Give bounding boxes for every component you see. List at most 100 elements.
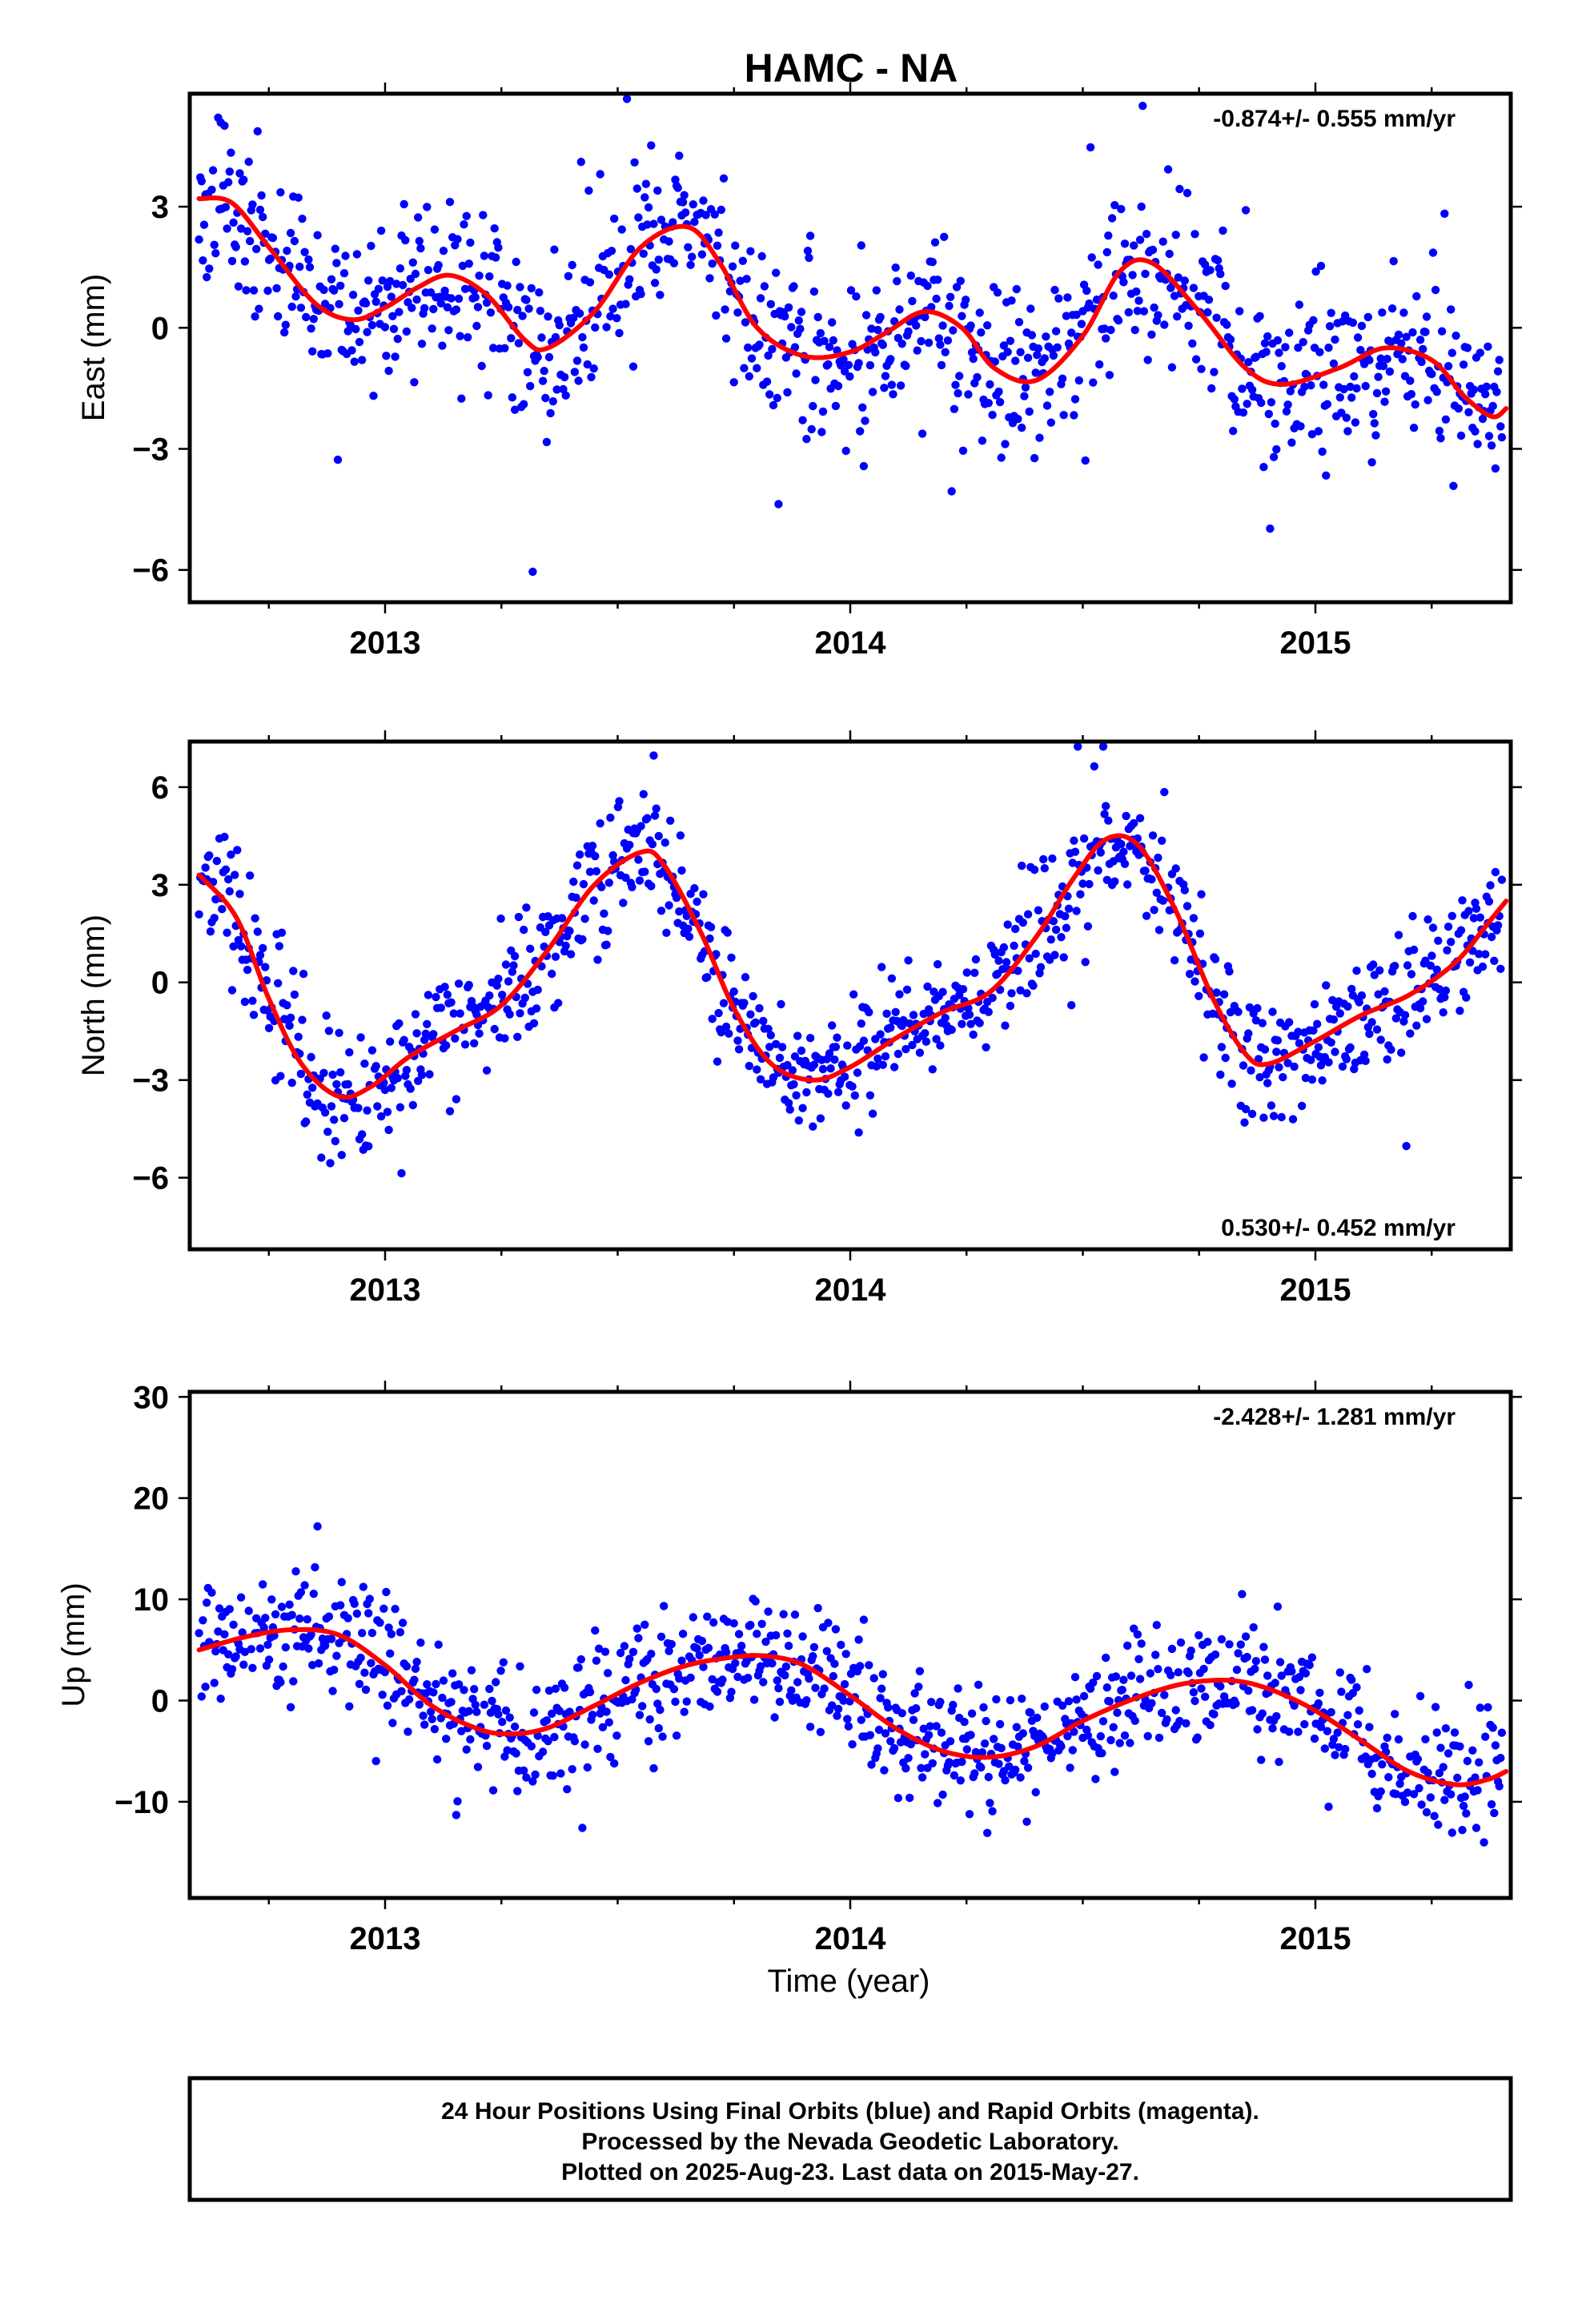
east-data-point	[844, 360, 853, 369]
north-data-point	[928, 1065, 938, 1074]
east-data-point	[913, 346, 921, 355]
up-data-point	[560, 1683, 569, 1692]
east-data-point	[656, 291, 665, 300]
up-data-point	[1400, 1797, 1410, 1807]
north-data-point	[706, 923, 716, 931]
east-data-point	[872, 286, 881, 295]
east-data-point	[535, 288, 544, 297]
east-data-point	[207, 185, 216, 195]
north-data-point	[1331, 1047, 1339, 1056]
up-data-point	[1426, 1793, 1435, 1802]
east-data-point	[636, 290, 645, 299]
up-data-point	[1331, 1751, 1339, 1759]
north-data-point	[367, 1046, 377, 1055]
up-data-point	[1133, 1630, 1142, 1639]
up-data-point	[869, 1674, 878, 1683]
north-data-point	[445, 1107, 455, 1116]
east-data-point	[1385, 367, 1395, 376]
north-data-point	[423, 1019, 432, 1029]
east-data-point	[697, 250, 707, 259]
up-data-point	[876, 1694, 885, 1703]
east-data-point	[1478, 414, 1488, 424]
east-data-point	[429, 304, 438, 314]
north-data-point	[1361, 1056, 1370, 1066]
north-data-point	[299, 969, 308, 979]
north-data-point	[865, 1091, 875, 1100]
north-data-point	[1148, 831, 1158, 840]
east-data-point	[555, 320, 564, 330]
up-data-point	[361, 1685, 371, 1695]
up-data-point	[1378, 1760, 1387, 1769]
north-data-point	[1247, 1066, 1255, 1075]
north-data-point	[636, 822, 645, 830]
up-data-point	[1301, 1669, 1311, 1678]
east-data-point	[546, 408, 555, 418]
north-data-point	[1478, 962, 1488, 971]
east-data-point	[839, 355, 848, 364]
east-data-point	[640, 193, 649, 202]
up-data-point	[1110, 1767, 1119, 1776]
north-data-point	[308, 1084, 317, 1092]
east-data-point	[1496, 422, 1505, 431]
north-data-point	[364, 1142, 373, 1151]
north-data-point	[1402, 1141, 1411, 1151]
east-data-point	[1050, 285, 1059, 295]
north-data-point	[753, 1065, 761, 1074]
north-data-point	[505, 1010, 514, 1019]
north-data-point	[729, 987, 738, 996]
up-data-point	[1287, 1667, 1296, 1676]
north-data-point	[1464, 907, 1473, 915]
up-data-point	[1203, 1638, 1212, 1647]
up-y-tick-label: 0	[151, 1684, 169, 1719]
up-data-point	[289, 1677, 298, 1686]
up-data-point	[1383, 1733, 1391, 1743]
east-data-point	[1497, 432, 1507, 442]
north-data-point	[1191, 977, 1199, 986]
east-data-point	[211, 249, 220, 258]
up-data-point	[430, 1725, 440, 1734]
up-data-point	[276, 1678, 285, 1687]
north-data-point	[1408, 911, 1417, 921]
north-data-point	[572, 893, 580, 903]
north-data-point	[1085, 879, 1094, 889]
up-data-point	[1458, 1826, 1467, 1835]
east-data-point	[1219, 226, 1227, 235]
north-data-point	[824, 1089, 833, 1098]
east-data-point	[796, 324, 805, 333]
up-data-point	[434, 1640, 443, 1649]
east-data-point	[721, 305, 729, 314]
up-data-point	[300, 1581, 309, 1590]
east-data-point	[1042, 401, 1052, 410]
east-data-point	[1100, 324, 1109, 333]
up-data-point	[606, 1752, 615, 1762]
up-data-point	[731, 1659, 740, 1667]
north-data-point	[596, 818, 604, 828]
north-data-point	[206, 927, 215, 936]
up-data-point	[383, 1701, 392, 1710]
up-data-point	[261, 1614, 270, 1622]
up-data-point	[291, 1567, 300, 1576]
east-data-point	[1407, 390, 1416, 399]
east-data-point	[789, 282, 798, 291]
east-data-point	[1488, 401, 1497, 411]
north-data-point	[625, 840, 634, 850]
up-data-point	[962, 1745, 972, 1754]
east-data-point	[1011, 356, 1020, 365]
east-data-point	[1323, 400, 1332, 408]
east-data-point	[1417, 357, 1426, 367]
east-data-point	[536, 307, 545, 316]
up-data-point	[285, 1600, 294, 1609]
east-data-point	[486, 308, 496, 317]
east-data-point	[966, 321, 975, 330]
east-data-point	[408, 304, 416, 312]
east-data-point	[436, 299, 445, 308]
up-data-point	[1434, 1820, 1443, 1829]
up-data-point	[402, 1662, 412, 1671]
north-data-point	[809, 1060, 819, 1069]
east-data-point	[684, 243, 693, 251]
up-data-point	[751, 1597, 760, 1606]
north-data-point	[248, 996, 257, 1005]
north-data-point	[1170, 956, 1179, 965]
up-data-point	[980, 1739, 990, 1748]
east-data-point	[1007, 296, 1016, 305]
